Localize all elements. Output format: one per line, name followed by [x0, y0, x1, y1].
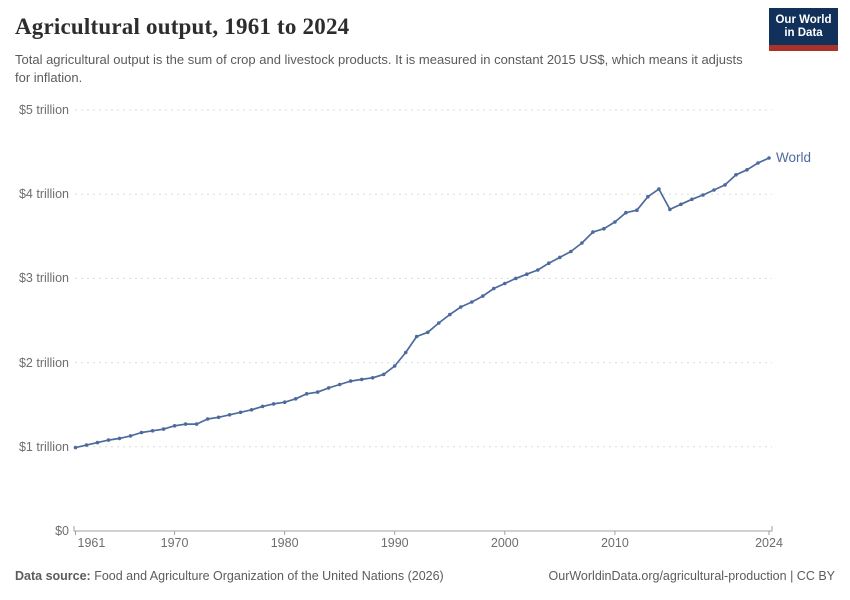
data-point[interactable]: [172, 424, 177, 428]
data-point[interactable]: [437, 321, 441, 325]
data-point[interactable]: [117, 436, 122, 441]
series-label-world[interactable]: World: [776, 149, 812, 165]
data-point[interactable]: [326, 386, 331, 390]
data-point[interactable]: [414, 334, 419, 339]
x-tick-label: 1961: [77, 536, 106, 550]
data-point[interactable]: [569, 249, 573, 254]
x-tick-label: 2024: [755, 536, 783, 550]
data-point[interactable]: [426, 330, 430, 335]
y-tick-label: $0: [55, 524, 69, 538]
data-point[interactable]: [536, 268, 540, 272]
data-point[interactable]: [503, 281, 507, 286]
data-point[interactable]: [161, 427, 166, 431]
world-line[interactable]: [75, 157, 770, 449]
data-point[interactable]: [403, 350, 408, 355]
data-point[interactable]: [249, 408, 254, 412]
x-tick-label: 2000: [490, 536, 519, 550]
data-point[interactable]: [194, 422, 199, 426]
data-source-note: Data source: Food and Agriculture Organi…: [15, 569, 444, 583]
data-point[interactable]: [106, 438, 111, 442]
data-point[interactable]: [95, 440, 100, 445]
x-tick-label: 1980: [270, 536, 299, 550]
data-point[interactable]: [558, 255, 562, 260]
data-point[interactable]: [646, 194, 650, 199]
owid-logo-text-line2: in Data: [784, 27, 823, 39]
data-point[interactable]: [734, 173, 738, 177]
data-point[interactable]: [348, 379, 353, 383]
data-point[interactable]: [624, 210, 628, 215]
data-point[interactable]: [337, 382, 342, 387]
chart-footer: Data source: Food and Agriculture Organi…: [15, 569, 835, 583]
data-point[interactable]: [712, 188, 716, 192]
data-point[interactable]: [183, 422, 188, 426]
data-point[interactable]: [668, 207, 672, 212]
data-point[interactable]: [315, 390, 320, 394]
data-point[interactable]: [690, 197, 694, 202]
x-tick-label: 1970: [160, 536, 189, 550]
data-source-value: Food and Agriculture Organization of the…: [90, 569, 444, 583]
data-point[interactable]: [448, 312, 452, 317]
chart-subtitle: Total agricultural output is the sum of …: [15, 52, 743, 85]
data-point[interactable]: [73, 445, 78, 450]
data-point[interactable]: [470, 300, 474, 304]
x-axis-line: [73, 526, 773, 532]
data-point[interactable]: [657, 187, 661, 191]
footer-attribution: OurWorldinData.org/agricultural-producti…: [549, 569, 835, 583]
data-point[interactable]: [84, 443, 89, 447]
data-point[interactable]: [481, 294, 485, 298]
data-point[interactable]: [613, 220, 617, 224]
y-tick-label: $4 trillion: [18, 187, 69, 202]
data-point[interactable]: [514, 276, 518, 281]
x-tick-label: 1990: [380, 536, 409, 550]
data-point[interactable]: [547, 261, 551, 266]
footer-separator: |: [786, 569, 797, 583]
data-point[interactable]: [238, 410, 243, 415]
x-tick-label: 2010: [600, 536, 629, 550]
data-source-label: Data source:: [15, 569, 91, 583]
data-point[interactable]: [745, 168, 749, 172]
data-point[interactable]: [293, 397, 298, 401]
data-point[interactable]: [139, 430, 144, 435]
y-tick-label: $3 trillion: [18, 271, 69, 286]
owid-logo[interactable]: Our World in Data: [769, 8, 838, 51]
data-point[interactable]: [216, 415, 221, 420]
data-point[interactable]: [304, 392, 309, 396]
owid-url-link[interactable]: OurWorldinData.org/agricultural-producti…: [548, 569, 787, 583]
data-point[interactable]: [205, 417, 210, 421]
data-point[interactable]: [580, 241, 584, 245]
data-point[interactable]: [701, 193, 705, 197]
data-point[interactable]: [723, 183, 727, 187]
data-point[interactable]: [282, 400, 287, 405]
data-point[interactable]: [756, 161, 760, 165]
data-point[interactable]: [392, 364, 397, 368]
y-tick-label: $5 trillion: [18, 103, 69, 117]
owid-logo-stripe: [769, 45, 838, 51]
data-point[interactable]: [359, 377, 364, 382]
data-point[interactable]: [271, 402, 276, 406]
line-chart-plot: [73, 109, 773, 535]
data-point[interactable]: [150, 429, 155, 433]
data-point[interactable]: [370, 376, 375, 380]
data-point[interactable]: [381, 372, 386, 377]
data-point[interactable]: [227, 413, 232, 417]
data-point[interactable]: [128, 434, 133, 438]
data-point[interactable]: [260, 404, 265, 409]
page-title: Agricultural output, 1961 to 2024: [15, 14, 350, 39]
y-tick-label: $1 trillion: [18, 439, 69, 454]
owid-logo-box: Our World in Data: [769, 8, 838, 51]
license-link[interactable]: CC BY: [796, 569, 835, 583]
data-point[interactable]: [591, 230, 595, 234]
data-point[interactable]: [525, 272, 529, 277]
data-point[interactable]: [602, 226, 606, 231]
data-point[interactable]: [679, 202, 683, 207]
data-point[interactable]: [767, 156, 771, 160]
owid-logo-text-line1: Our World: [775, 14, 832, 26]
y-tick-label: $2 trillion: [18, 355, 69, 370]
data-point[interactable]: [459, 305, 463, 309]
data-point[interactable]: [635, 208, 639, 212]
data-point[interactable]: [492, 286, 496, 291]
